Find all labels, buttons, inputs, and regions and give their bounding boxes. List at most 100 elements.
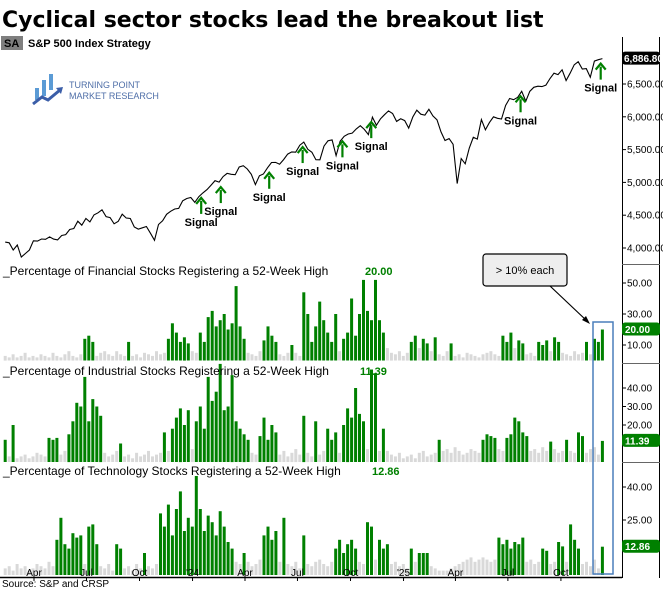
bar (238, 428, 242, 462)
bar (286, 564, 290, 575)
bar (525, 436, 529, 462)
bar (393, 561, 397, 575)
bar (3, 568, 7, 575)
bar (370, 526, 373, 575)
bar (43, 568, 47, 575)
bar (425, 456, 429, 462)
breadth-panels: 50.00 30.00 10.00 20.00 40.00 30.00 20.00 11.39… (3, 279, 660, 575)
bar (51, 439, 55, 462)
bar (381, 332, 385, 361)
x-tick-label: Oct (343, 568, 359, 579)
bar (358, 561, 361, 575)
bar (346, 544, 350, 575)
bar (75, 402, 79, 462)
bar (23, 352, 27, 361)
bar (59, 357, 63, 361)
bar (465, 352, 469, 361)
annotation-callout: > 10% each (482, 253, 590, 324)
bar (505, 539, 509, 575)
bar (214, 535, 218, 575)
x-tick-label: Oct (132, 568, 148, 579)
logo-line2: MARKET RESEARCH (69, 91, 159, 101)
bar (593, 338, 596, 361)
bar (469, 557, 473, 575)
bar (449, 343, 453, 361)
bar (509, 548, 513, 575)
bar (131, 355, 135, 361)
bar (254, 355, 258, 361)
signal-marker: Signal (286, 145, 319, 178)
bar (23, 454, 27, 462)
bar (202, 531, 206, 575)
bar (55, 539, 59, 575)
bar (230, 375, 234, 463)
bar (413, 335, 417, 361)
bar (433, 568, 437, 575)
bar (79, 535, 83, 575)
bar (445, 449, 449, 463)
bar (63, 354, 67, 361)
bar (517, 421, 521, 462)
bar (501, 450, 505, 462)
bar (521, 343, 525, 361)
bar (561, 352, 565, 361)
bar (51, 566, 55, 575)
bar (561, 450, 565, 462)
bar (43, 355, 47, 361)
bar (405, 352, 409, 361)
bar (409, 454, 413, 462)
bar (174, 332, 178, 361)
bar (143, 454, 146, 462)
bar (429, 351, 433, 361)
bar (457, 450, 461, 462)
bar (250, 452, 254, 463)
bar (521, 537, 525, 575)
bar (600, 440, 604, 462)
bar (127, 454, 131, 462)
bar (15, 564, 19, 575)
bar (258, 436, 262, 462)
y-tick-label: 10.00 (627, 341, 652, 352)
bar (107, 354, 111, 361)
bar (362, 421, 365, 462)
bar (477, 559, 481, 575)
bar (170, 323, 174, 361)
panel-value-industrial: 11.39 (360, 366, 387, 378)
bar (166, 450, 170, 462)
bar (473, 561, 477, 575)
bar (170, 535, 174, 575)
bar (533, 449, 537, 463)
bar (541, 345, 545, 361)
bar (521, 432, 525, 462)
bar (589, 566, 592, 575)
price-line (5, 58, 603, 259)
bar (573, 539, 577, 575)
signal-arrowhead-icon (195, 196, 208, 205)
chart-subtitle: S&P 500 Index Strategy (28, 38, 152, 50)
bar (473, 450, 477, 462)
y-tick-label: 50.00 (627, 279, 652, 290)
bar (553, 561, 557, 575)
bar (481, 557, 485, 575)
bar (238, 564, 242, 575)
bar (147, 354, 150, 361)
last-price-label: 6,886.80 (624, 54, 663, 65)
bar (569, 355, 573, 361)
bar (314, 326, 318, 361)
bar (453, 355, 457, 361)
bar (99, 566, 103, 575)
bar (417, 452, 421, 463)
highlight-box (592, 321, 614, 575)
bar (322, 450, 326, 462)
bar (95, 406, 99, 462)
bar (170, 428, 174, 462)
bar (274, 341, 278, 361)
signal-label: Signal (504, 115, 537, 127)
bar (493, 354, 497, 361)
panel-title-financial: _Percentage of Financial Stocks Register… (2, 264, 328, 278)
bar (198, 509, 202, 575)
signal-label: Signal (326, 160, 359, 172)
bar (346, 408, 350, 463)
annotation-box (482, 253, 568, 287)
bar (485, 352, 489, 361)
